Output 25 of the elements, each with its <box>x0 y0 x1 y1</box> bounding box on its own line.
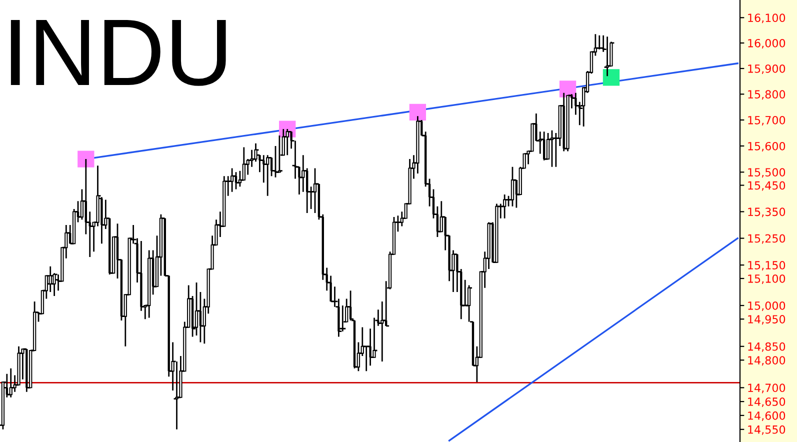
y-tick-label: 15,350 <box>748 208 786 218</box>
y-tick-label: 15,250 <box>748 234 786 244</box>
point <box>409 104 426 121</box>
y-tick-label: 15,800 <box>748 90 786 100</box>
y-tick-label: 15,900 <box>748 64 786 74</box>
y-tick-label: 14,850 <box>748 342 786 352</box>
y-tick-label: 15,600 <box>748 142 786 152</box>
y-tick-label: 15,150 <box>748 261 786 271</box>
y-tick-label: 15,100 <box>748 274 786 284</box>
y-tick-label: 16,000 <box>748 38 786 49</box>
y-tick-label: 15,450 <box>748 181 786 191</box>
y-tick-label: 14,550 <box>748 425 786 435</box>
y-tick-label: 14,650 <box>748 398 786 408</box>
y-tick-label: 14,950 <box>748 315 786 325</box>
y-tick-label: 15,700 <box>748 116 786 126</box>
y-tick-label: 14,800 <box>748 356 786 366</box>
y-tick-label: 15,500 <box>748 168 786 178</box>
point <box>602 69 620 86</box>
y-tick-label: 16,100 <box>748 14 786 24</box>
point <box>559 80 576 98</box>
y-tick-label: 14,600 <box>748 411 786 421</box>
point <box>78 150 94 168</box>
y-tick-label: 15,000 <box>748 301 786 312</box>
chart-title: INDU <box>10 20 226 86</box>
y-tick-label: 14,700 <box>748 384 786 394</box>
